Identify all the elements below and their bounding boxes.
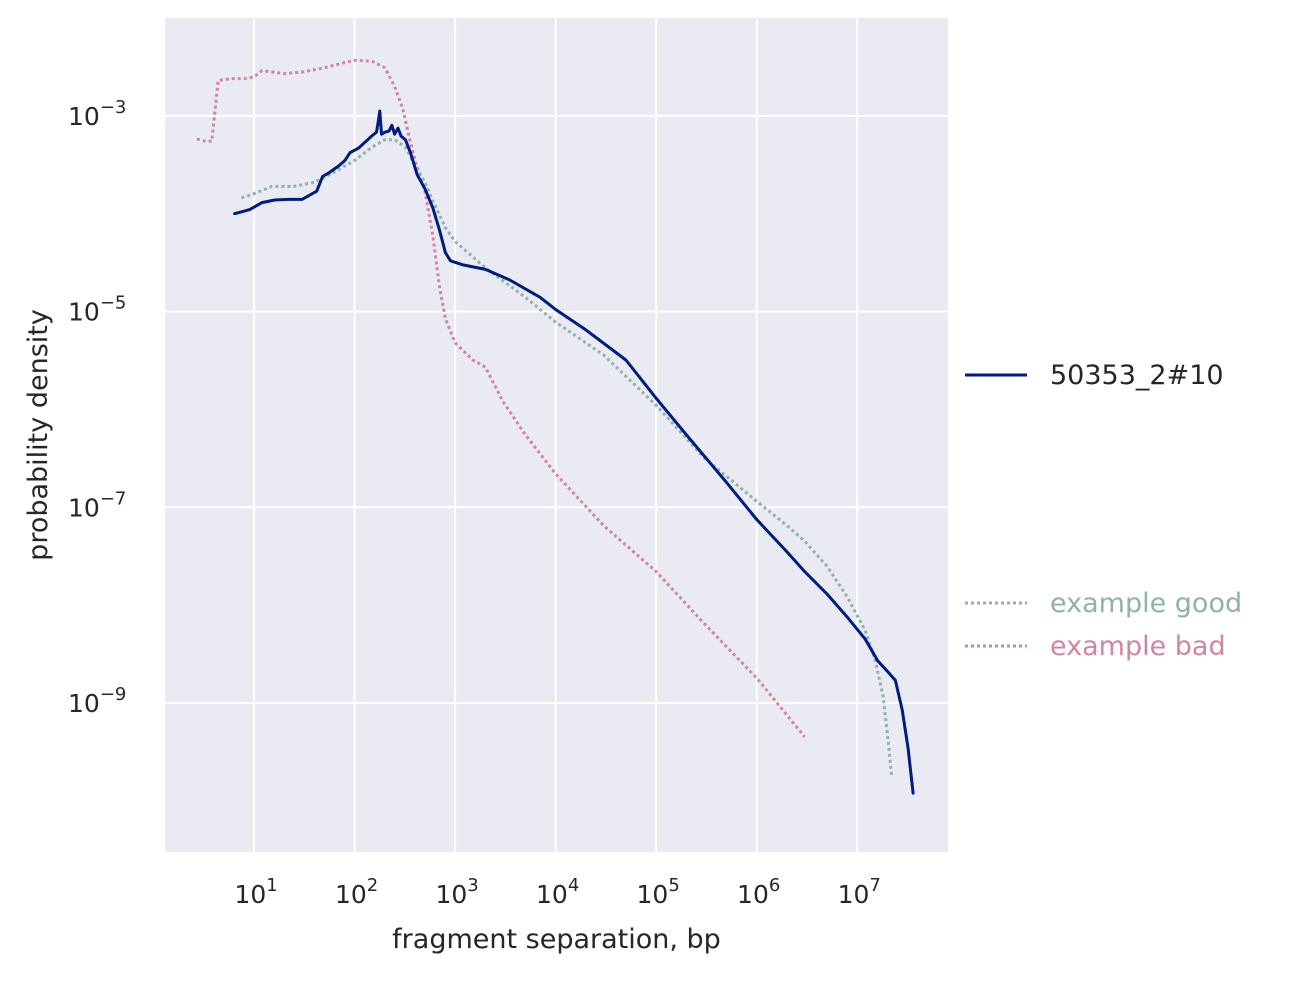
legend-label: 50353_2#10	[1050, 360, 1224, 391]
legend-label: example bad	[1050, 631, 1226, 662]
series-lines	[196, 58, 915, 795]
x-axis-ticks: 101 102 103 104 105 106 107	[234, 875, 880, 909]
y-tick-label: 10−5	[68, 293, 126, 327]
y-tick-label: 10−7	[68, 488, 126, 522]
x-tick-label: 104	[536, 875, 579, 909]
x-tick-label: 101	[234, 875, 277, 909]
x-tick-label: 102	[335, 875, 378, 909]
x-tick-label: 105	[637, 875, 680, 909]
x-tick-label: 107	[838, 875, 881, 909]
y-axis-ticks: 10−3 10−5 10−7 10−9	[68, 97, 126, 718]
x-tick-label: 103	[435, 875, 478, 909]
legend-label: example good	[1050, 588, 1242, 619]
grid	[165, 18, 948, 852]
series-line-example-good	[241, 138, 894, 777]
y-tick-label: 10−9	[68, 684, 126, 718]
series-line-example-bad	[196, 58, 806, 738]
series-line-50353-2-10	[233, 109, 915, 795]
x-tick-label: 106	[737, 875, 780, 909]
y-tick-label: 10−3	[68, 97, 126, 131]
y-axis-label: probability density	[23, 309, 54, 561]
x-axis-label: fragment separation, bp	[392, 924, 721, 955]
